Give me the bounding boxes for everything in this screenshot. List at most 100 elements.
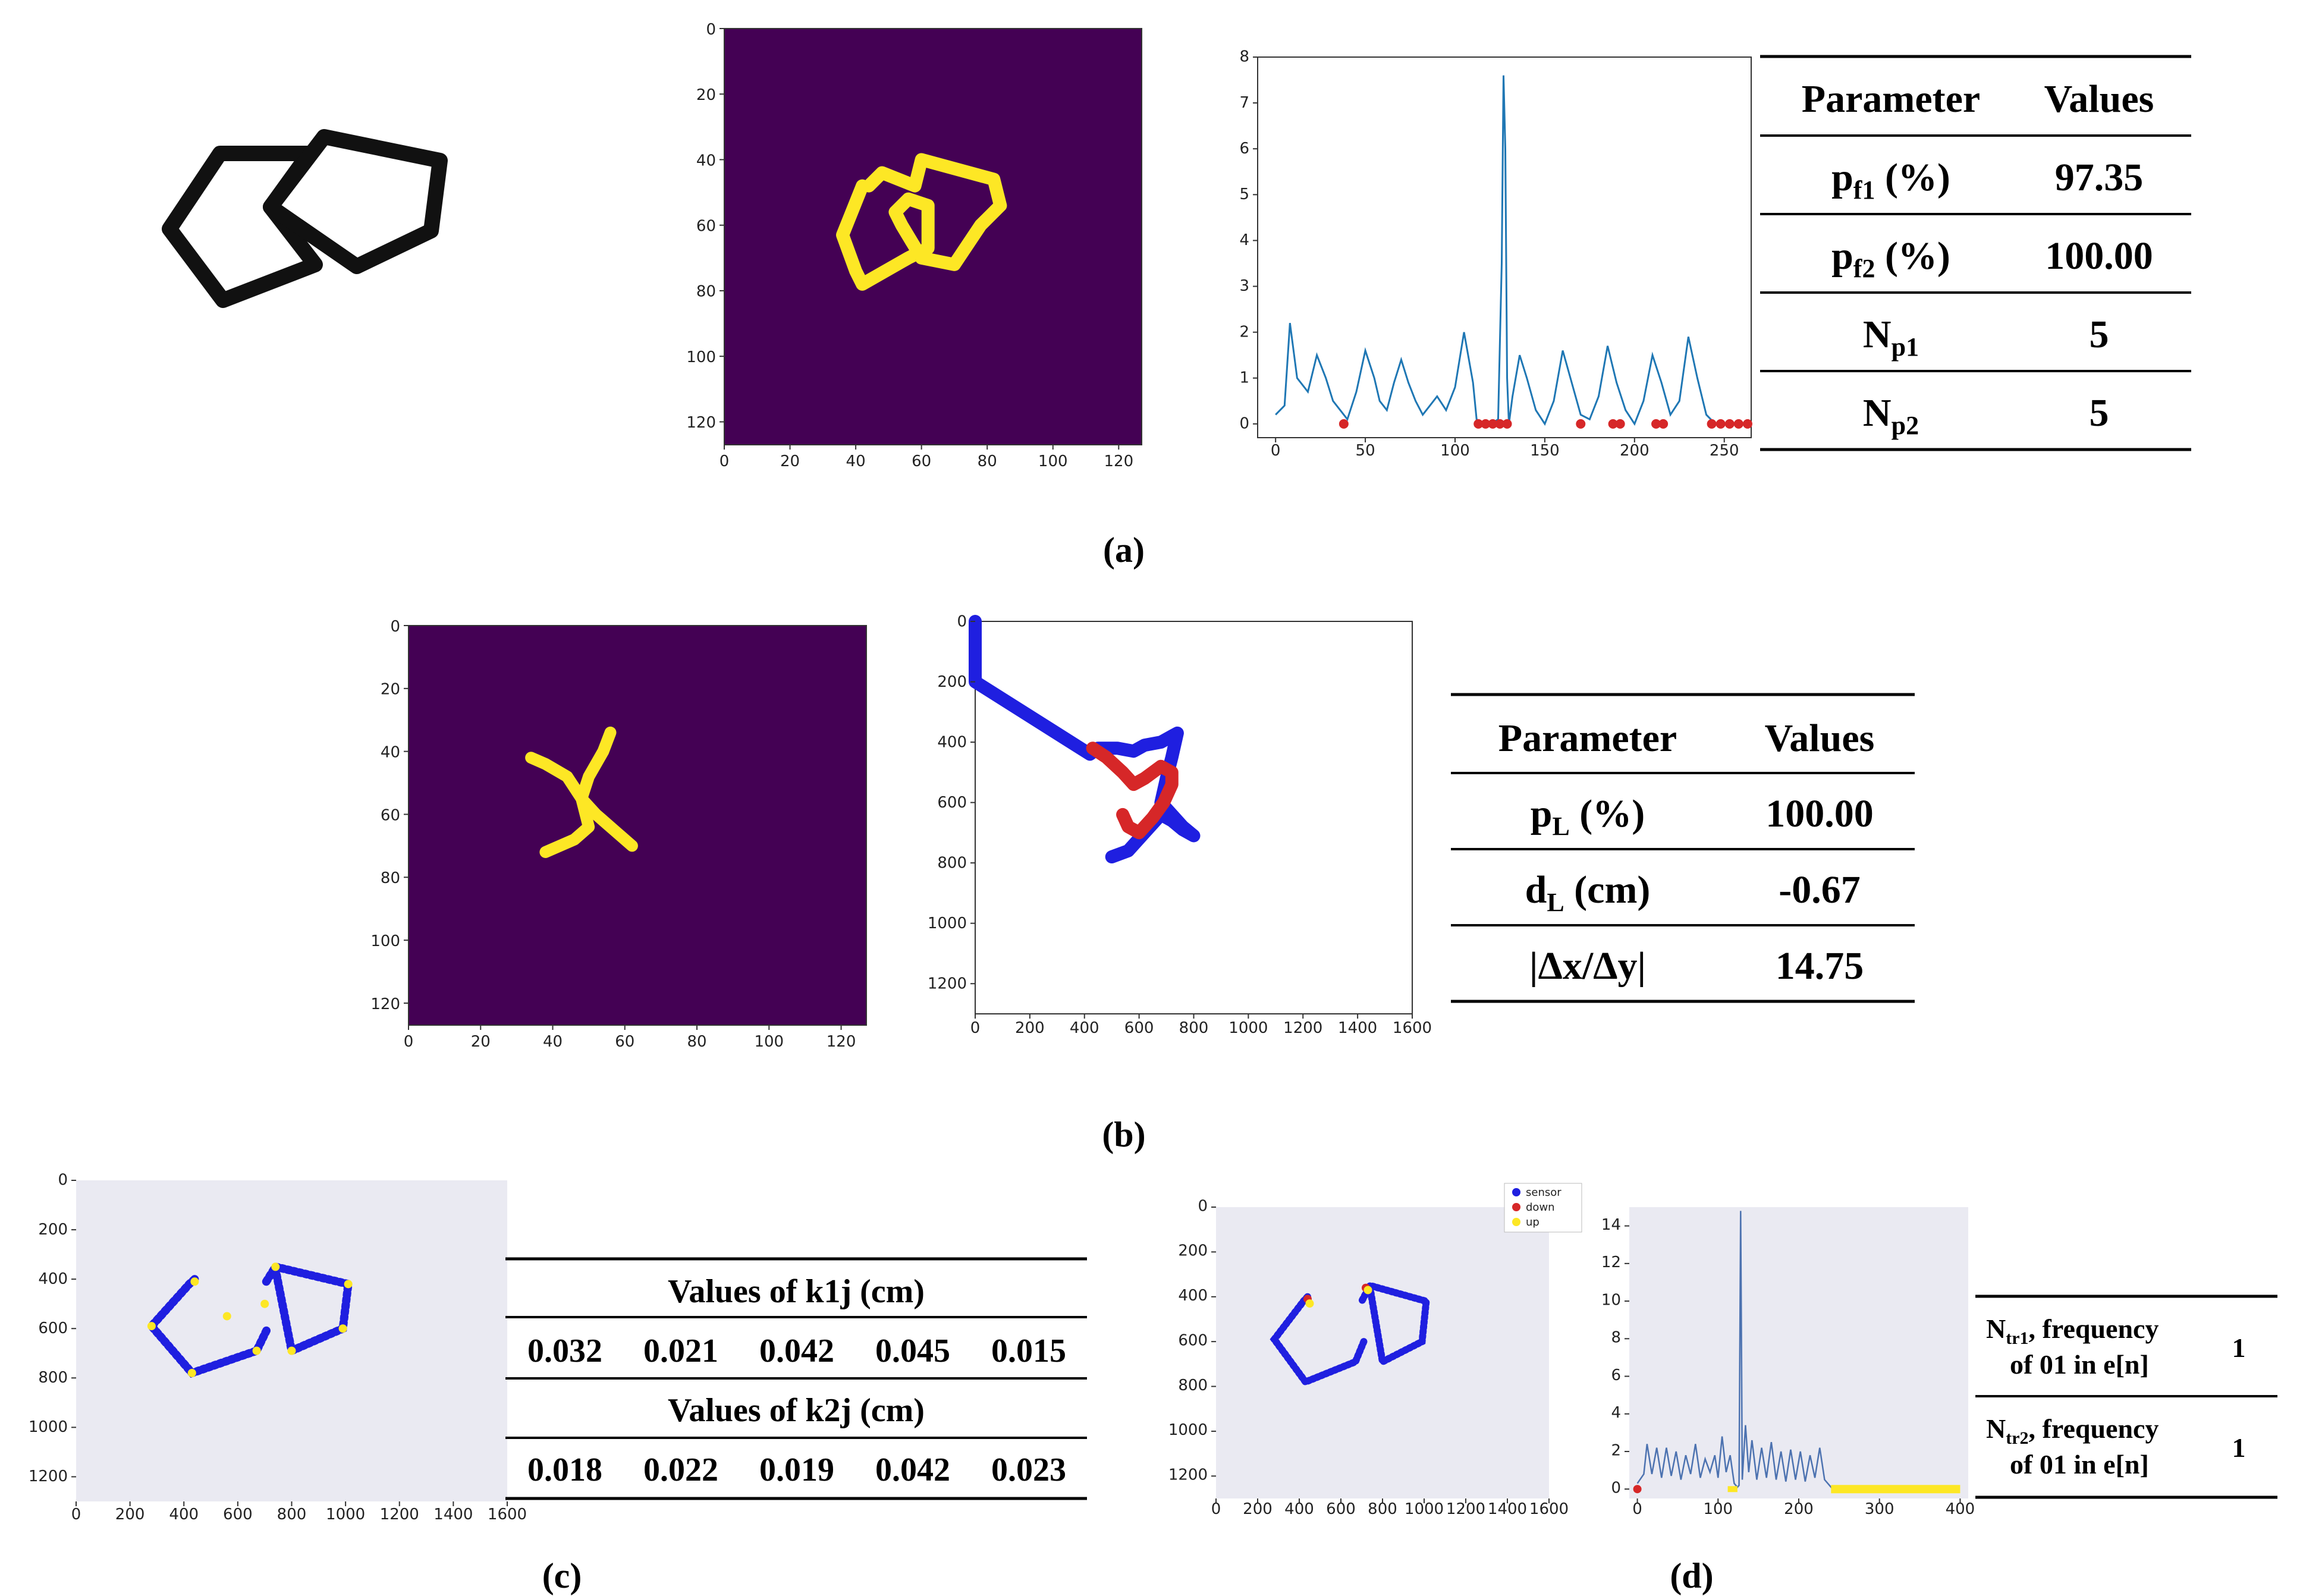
- heat-a-ytick-label: 0: [706, 21, 716, 39]
- table-c-k1-2: 0.042: [759, 1333, 834, 1369]
- heat-a-xtick-label: 120: [1104, 453, 1133, 470]
- line-d-ytick-label: 12: [1601, 1253, 1621, 1271]
- scatter-d-legend-label: up: [1526, 1216, 1539, 1229]
- line-a-xtick-label: 100: [1440, 442, 1470, 460]
- heat-a-ytick-label: 20: [696, 86, 716, 104]
- scatter-b-series-down: [1086, 742, 1179, 840]
- scat-c-ytick-label: 0: [58, 1171, 68, 1189]
- scat-b-xtick-label: 1400: [1338, 1019, 1377, 1037]
- scat-d-xtick-label: 0: [1211, 1500, 1221, 1518]
- line-a-xtick-label: 250: [1710, 442, 1739, 460]
- scatter-d-legend-label: sensor: [1526, 1186, 1561, 1199]
- heat-b-ytick-label: 0: [390, 618, 400, 636]
- scatter-plot-b: 0 200 400 600 800 1000 1200 1400 1600 0 200 400 600 8…: [928, 612, 1432, 1037]
- table-b-row-1-value: -0.67: [1779, 868, 1860, 912]
- scat-b-xtick-label: 1000: [1229, 1019, 1268, 1037]
- scat-b-ytick-label: 0: [957, 612, 967, 630]
- scatter-c-keypoint: [287, 1346, 296, 1355]
- heat-b-ytick-label: 120: [370, 995, 400, 1013]
- line-plot-a-marker: [1742, 419, 1752, 429]
- line-plot-a-marker: [1651, 419, 1661, 429]
- scat-c-xtick-label: 1200: [380, 1506, 419, 1523]
- scatter-d-legend-marker: [1512, 1203, 1520, 1211]
- scatter-d-legend-marker: [1512, 1218, 1520, 1226]
- heat-a-ytick-label: 60: [696, 218, 716, 235]
- scat-b-ytick-label: 1200: [928, 975, 967, 993]
- caption-d: (d): [1670, 1556, 1713, 1595]
- table-a-row-0-param: pf1 (%): [1831, 156, 1950, 205]
- table-b-row-1-param: dL (cm): [1525, 868, 1651, 917]
- line-plot-a-marker: [1502, 419, 1512, 429]
- scat-d-ytick-label: 200: [1178, 1242, 1208, 1260]
- scat-b-xtick-label: 1600: [1393, 1019, 1432, 1037]
- heat-a-xtick-label: 20: [780, 453, 800, 470]
- heat-b-xtick-label: 0: [404, 1033, 414, 1051]
- scat-c-xtick-label: 0: [71, 1506, 81, 1523]
- scat-b-ytick-label: 200: [937, 673, 967, 691]
- scat-d-xtick-label: 800: [1368, 1500, 1397, 1518]
- scatter-c-keypoint: [338, 1324, 347, 1333]
- line-a-ytick-label: 6: [1239, 140, 1249, 158]
- heat-a-xtick-label: 100: [1038, 453, 1068, 470]
- scat-d-ytick-label: 1200: [1168, 1466, 1208, 1484]
- scat-d-xtick-label: 600: [1326, 1500, 1356, 1518]
- scat-b-ytick-label: 1000: [928, 915, 967, 932]
- heatmap-a-stroke: [835, 153, 1007, 291]
- table-a-row-3-value: 5: [2090, 391, 2109, 435]
- sketch-drawing: [162, 129, 448, 308]
- heatmap-b-frame: [408, 625, 867, 1026]
- line-a-ytick-label: 0: [1239, 415, 1249, 433]
- scat-c-ytick-label: 200: [38, 1221, 68, 1239]
- table-c-k2-3: 0.042: [875, 1452, 950, 1488]
- scat-b-ytick-label: 400: [937, 733, 967, 751]
- line-d-ytick-label: 4: [1611, 1404, 1621, 1422]
- heat-a-ytick-label: 40: [696, 152, 716, 169]
- heat-a-ytick-label: 100: [686, 348, 716, 366]
- heat-a-xtick-label: 80: [978, 453, 997, 470]
- line-d-ytick-label: 14: [1601, 1216, 1621, 1234]
- heat-b-xtick-label: 120: [827, 1033, 856, 1051]
- table-d-row-1-value: 1: [2232, 1432, 2246, 1463]
- heat-b-ytick-label: 40: [381, 743, 400, 761]
- line-plot-a-marker: [1733, 419, 1743, 429]
- line-a-ytick-label: 5: [1239, 186, 1249, 203]
- heatmap-b-background: [409, 626, 866, 1025]
- table-a-header-param: Parameter: [1802, 77, 1980, 121]
- table-c-k1-4: 0.015: [991, 1333, 1066, 1369]
- table-c-k2-title: Values of k2j (cm): [668, 1392, 925, 1429]
- scatter-plot-c: 0 200 400 600 800 1000 1200 1400 1600 0 200 400 600 8…: [29, 1171, 527, 1523]
- caption-c: (c): [542, 1556, 582, 1595]
- table-b-row-0-value: 100.00: [1765, 792, 1874, 835]
- table-b-header-param: Parameter: [1498, 717, 1677, 760]
- line-d-xtick-label: 300: [1865, 1500, 1894, 1518]
- scat-c-ytick-label: 400: [38, 1270, 68, 1288]
- scat-c-ytick-label: 800: [38, 1369, 68, 1387]
- line-d-ytick-label: 6: [1611, 1366, 1621, 1384]
- table-a-row-0-value: 97.35: [2055, 156, 2144, 199]
- table-a-row-3-param: Np2: [1863, 391, 1919, 440]
- line-plot-a-marker: [1724, 419, 1735, 429]
- scat-b-xtick-label: 400: [1070, 1019, 1099, 1037]
- table-d-row-0-line2: of 01 in e[n]: [2010, 1349, 2149, 1380]
- scat-c-xtick-label: 600: [223, 1506, 253, 1523]
- line-plot-a-marker: [1608, 419, 1618, 429]
- table-a-row-1-param: pf2 (%): [1831, 234, 1950, 283]
- scatter-plot-d: 0 200 400 600 800 1000 1200 1400 160002004006008…: [1168, 1183, 1582, 1518]
- scatter-d-legend-label: down: [1526, 1201, 1555, 1214]
- line-d-ytick-label: 8: [1611, 1329, 1621, 1347]
- scatter-c-keypoint: [187, 1369, 196, 1377]
- scatter-c-keypoint: [271, 1262, 280, 1271]
- caption-a: (a): [1103, 530, 1145, 570]
- line-d-xtick-label: 400: [1946, 1500, 1975, 1518]
- line-plot-d-start-marker: [1633, 1485, 1642, 1494]
- scat-d-ytick-label: 800: [1178, 1377, 1208, 1394]
- scatter-c-keypoint: [222, 1312, 231, 1321]
- table-a-row-2-param: Np1: [1863, 313, 1919, 362]
- scatter-c-keypoint: [190, 1277, 199, 1286]
- heat-a-xtick-label: 0: [720, 453, 730, 470]
- table-a-row-1-value: 100.00: [2045, 234, 2153, 278]
- scat-d-ytick-label: 0: [1198, 1197, 1208, 1215]
- heatmap-b: 0 20 40 60 80 100 120 0 20 40 60 80 100 120: [370, 618, 867, 1051]
- heat-b-xtick-label: 80: [687, 1033, 706, 1051]
